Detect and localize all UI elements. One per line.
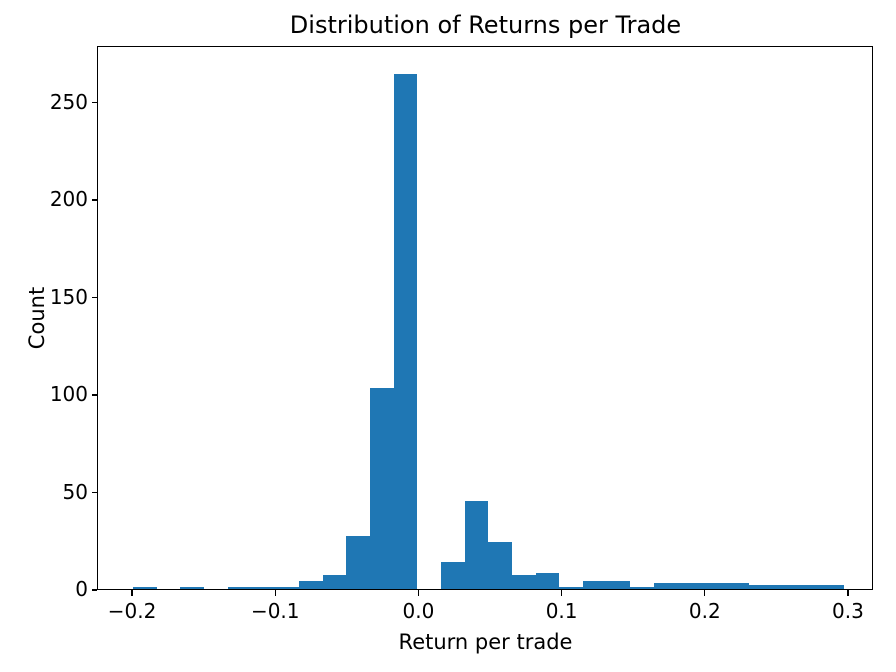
- histogram-bar: [654, 583, 678, 589]
- y-tick-label: 100: [49, 382, 88, 407]
- x-tick-label: −0.2: [107, 599, 157, 623]
- x-tick-label: 0.1: [545, 599, 578, 623]
- y-tick-label: 200: [49, 187, 88, 212]
- x-tick-mark: [847, 590, 849, 596]
- histogram-bar: [701, 583, 726, 589]
- y-tick-mark: [91, 394, 97, 396]
- y-tick-label: 50: [62, 479, 88, 504]
- histogram-bar: [748, 585, 773, 589]
- histogram-bar: [441, 561, 465, 589]
- x-tick-label: 0.3: [832, 599, 864, 623]
- histogram-bar: [275, 587, 299, 589]
- y-tick-mark: [91, 296, 97, 299]
- x-tick-mark: [131, 590, 133, 596]
- x-tick-mark: [274, 590, 276, 596]
- histogram-bar: [369, 388, 394, 589]
- histogram-bar: [772, 585, 797, 589]
- y-tick-mark: [91, 101, 97, 104]
- histogram-bars: [98, 47, 872, 589]
- y-tick-mark: [91, 199, 97, 201]
- histogram-bar: [535, 573, 560, 589]
- histogram-bar: [346, 536, 370, 589]
- histogram-bar: [559, 587, 584, 589]
- histogram-bar: [393, 74, 418, 589]
- histogram-bar: [180, 587, 205, 589]
- histogram-bar: [322, 575, 347, 589]
- x-tick-mark: [560, 590, 563, 596]
- histogram-bar: [133, 587, 157, 589]
- histogram-bar: [796, 585, 821, 589]
- histogram-bar: [677, 583, 702, 589]
- histogram-bar: [630, 587, 655, 589]
- histogram-bar: [251, 587, 276, 589]
- histogram-bar: [606, 581, 631, 589]
- histogram-bar: [298, 581, 323, 589]
- chart-title: Distribution of Returns per Trade: [289, 11, 682, 39]
- y-axis-label: Count: [25, 286, 49, 350]
- x-tick-label: −0.1: [250, 599, 300, 623]
- x-tick-label: 0.0: [402, 599, 435, 623]
- plot-area: [97, 46, 873, 590]
- histogram-bar: [227, 587, 252, 589]
- x-tick-mark: [417, 590, 420, 596]
- histogram-bar: [464, 501, 489, 589]
- y-tick-label: 0: [75, 577, 88, 601]
- x-tick-label: 0.2: [688, 599, 721, 623]
- x-tick-mark: [704, 590, 706, 596]
- x-axis-label: Return per trade: [398, 630, 573, 654]
- y-tick-label: 250: [49, 89, 88, 114]
- histogram-bar: [488, 542, 513, 589]
- histogram-bar: [512, 575, 536, 589]
- y-tick-mark: [91, 491, 97, 494]
- histogram-bar: [820, 585, 844, 589]
- histogram-bar: [583, 581, 607, 589]
- y-tick-mark: [91, 589, 97, 591]
- histogram-bar: [725, 583, 749, 589]
- y-tick-label: 150: [49, 284, 88, 309]
